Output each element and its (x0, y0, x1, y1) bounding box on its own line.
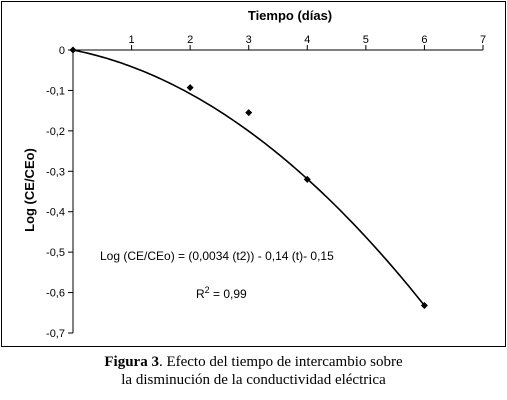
equation-annotation: Log (CE/CEo) = (0,0034 (t2)) - 0,14 (t)-… (100, 249, 334, 263)
r2-prefix: R (196, 287, 205, 301)
r2-superscript: 2 (205, 285, 210, 295)
fit-curve-group (72, 49, 426, 307)
y-tick-label: 0 (59, 45, 65, 57)
axes (72, 49, 483, 333)
y-tick-label: -0,6 (46, 288, 65, 300)
y-axis-title: Log (CE/CEo) (22, 148, 37, 232)
data-points (69, 46, 428, 310)
data-point (245, 109, 253, 117)
data-point (420, 302, 428, 310)
caption-text-1: . Efecto del tiempo de intercambio sobre (158, 354, 403, 370)
ticks: 1 2 3 4 5 6 7 0 -0,1 -0,2 -0,3 -0,4 -0,5 -0,6 -0,7 (46, 34, 486, 340)
x-tick-label: 6 (421, 34, 427, 46)
y-tick-label: -0,7 (46, 328, 65, 340)
data-point (69, 46, 77, 54)
data-point (186, 84, 194, 92)
y-tick-label: -0,2 (46, 126, 65, 138)
x-tick-label: 7 (480, 34, 486, 46)
r2-annotation: R2 = 0,99 (196, 285, 247, 301)
x-tick-label: 4 (304, 34, 310, 46)
figure-caption: Figura 3. Efecto del tiempo de intercamb… (0, 353, 507, 389)
x-tick-label: 1 (129, 34, 135, 46)
x-tick-label: 3 (246, 34, 252, 46)
chart: 1 2 3 4 5 6 7 0 -0,1 -0,2 -0,3 -0,4 -0,5 -0,6 -0,7 Tie… (22, 8, 486, 340)
caption-line-2: la disminución de la conductividad eléct… (121, 372, 386, 388)
x-axis-title: Tiempo (días) (248, 8, 332, 23)
y-tick-label: -0,3 (46, 166, 65, 178)
r2-suffix: = 0,99 (210, 287, 247, 301)
x-tick-label: 5 (363, 34, 369, 46)
caption-line-1: Figura 3. Efecto del tiempo de intercamb… (0, 353, 507, 371)
data-point (303, 175, 311, 183)
caption-label: Figura 3 (104, 354, 159, 370)
x-tick-label: 2 (187, 34, 193, 46)
chart-frame (1, 1, 506, 347)
y-tick-label: -0,4 (46, 207, 65, 219)
fit-curve (72, 49, 426, 307)
y-tick-label: -0,5 (46, 247, 65, 259)
y-tick-label: -0,1 (46, 85, 65, 97)
